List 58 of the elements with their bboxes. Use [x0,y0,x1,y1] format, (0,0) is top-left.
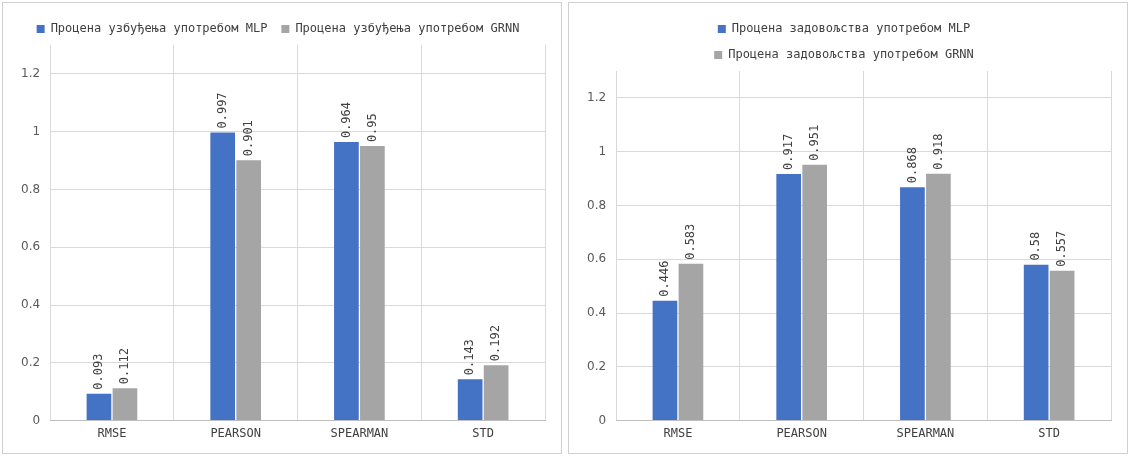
y-tick-label: 1.2 [20,66,41,81]
bar [652,300,678,421]
bar [360,146,385,421]
x-tick-label: RMSE [663,425,693,440]
legend-label: Процена узбуђења употребом GRNN [295,21,520,36]
data-label: 0.95 [364,113,379,143]
data-label: 0.868 [904,147,919,184]
data-label: 0.192 [488,325,503,362]
x-tick-label: STD [472,425,494,440]
data-label: 0.918 [930,133,945,170]
bar [776,174,802,421]
data-label: 0.557 [1054,230,1069,267]
bar [900,187,925,421]
legend-label: Процена узбуђења употребом MLP [50,21,268,36]
y-tick-label: 1 [598,143,607,158]
x-tick-label: SPEARMAN [896,425,955,440]
bar [1049,270,1075,421]
y-tick-label: 0 [32,412,41,427]
x-tick-label: SPEARMAN [330,425,389,440]
data-label: 0.583 [683,223,698,260]
bar [483,365,509,421]
bar [457,379,483,421]
data-label: 0.901 [240,120,255,157]
bar [210,132,236,421]
y-tick-label: 0.2 [586,358,607,373]
y-tick-label: 0.8 [20,181,41,196]
bar [926,173,951,421]
y-tick-label: 0.8 [586,197,607,212]
y-tick-label: 1.2 [586,90,607,105]
bar [236,160,262,421]
bar [112,388,138,421]
x-tick-label: PEARSON [776,425,827,440]
x-tick-label: RMSE [97,425,127,440]
y-tick-label: 0.2 [20,354,41,369]
bar [334,142,359,421]
y-tick-label: 0.6 [586,251,607,266]
bar [86,393,112,421]
data-label: 0.964 [338,101,353,139]
data-label: 0.997 [214,92,229,129]
data-label: 0.951 [806,124,821,161]
y-tick-label: 0.4 [20,297,41,312]
y-tick-label: 1 [32,123,41,138]
data-label: 0.917 [780,133,795,170]
y-tick-label: 0 [598,412,607,427]
data-label: 0.112 [117,348,132,385]
legend-label: Процена задовољства употребом GRNN [728,47,974,62]
bar [678,263,704,421]
bar [1023,264,1049,421]
data-label: 0.446 [657,260,672,297]
x-tick-label: STD [1038,425,1060,440]
data-label: 0.143 [462,339,477,376]
y-tick-label: 0.6 [20,239,41,254]
legend-label: Процена задовољства употребом MLP [731,21,971,36]
x-tick-label: PEARSON [210,425,261,440]
data-label: 0.093 [91,353,106,390]
bar [802,164,828,421]
data-label: 0.58 [1028,231,1043,261]
y-tick-label: 0.4 [586,305,607,320]
